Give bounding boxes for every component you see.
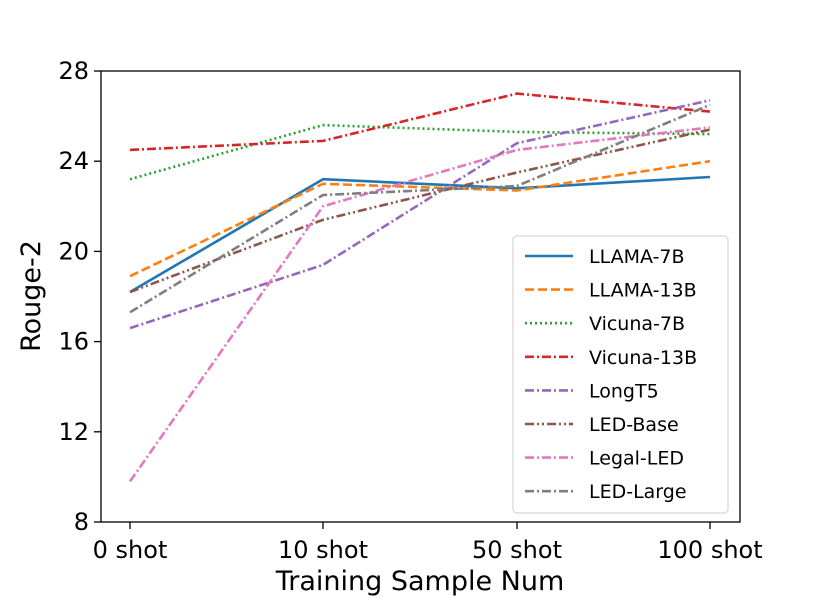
series-line-longt5 (129, 99, 711, 330)
x-tick-label: 0 shot (93, 536, 168, 564)
y-tick-label: 12 (58, 418, 89, 446)
legend-label-llama-7b: LLAMA-7B (589, 246, 685, 268)
y-tick-label: 20 (58, 237, 89, 265)
series-line-vicuna-7b (129, 123, 711, 181)
legend-label-legal-led: Legal-LED (589, 448, 684, 470)
x-tick-label: 10 shot (278, 536, 368, 564)
y-tick-label: 16 (58, 328, 89, 356)
x-axis-title: Training Sample Num (275, 566, 565, 597)
legend-label-vicuna-7b: Vicuna-7B (589, 313, 685, 335)
x-tick-label: 50 shot (472, 536, 562, 564)
legend-label-led-large: LED-Large (589, 481, 687, 503)
series-line-vicuna-13b (129, 92, 711, 152)
legend-box (512, 235, 729, 514)
legend-label-vicuna-13b: Vicuna-13B (589, 347, 697, 369)
legend-label-longt5: LongT5 (589, 380, 659, 402)
legend: LLAMA-7B LLAMA-13B Vicuna-7B Vicuna-13B Long… (512, 235, 729, 514)
axis-ticks: 0 shot 10 shot 50 shot 100 shot 8 12 16 20 24 28 (58, 57, 762, 564)
plot-frame (100, 70, 741, 523)
legend-label-llama-13b: LLAMA-13B (589, 280, 697, 302)
series-line-llama-13b (129, 159, 711, 278)
x-tick-label: 100 shot (657, 536, 762, 564)
y-tick-label: 8 (74, 508, 89, 536)
series-lines (128, 92, 711, 483)
y-tick-label: 28 (58, 57, 89, 85)
series-line-legal-led (128, 126, 711, 483)
series-line-llama-7b (129, 175, 711, 294)
y-tick-label: 24 (58, 147, 89, 175)
y-axis-title: Rouge-2 (16, 240, 47, 352)
legend-label-led-base: LED-Base (589, 414, 679, 436)
